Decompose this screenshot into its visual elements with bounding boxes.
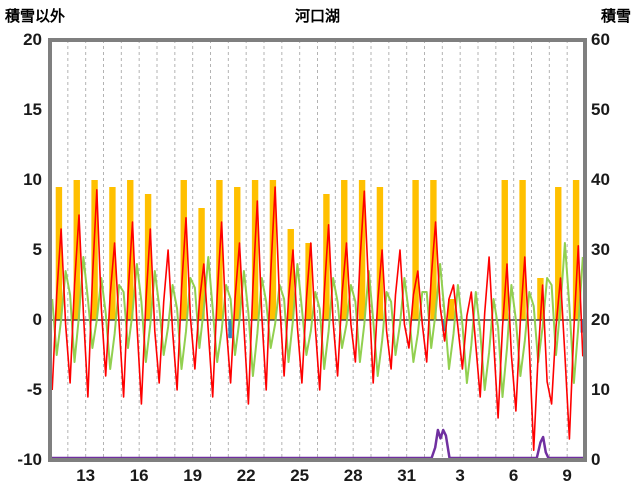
x-tick-label: 9 [562, 466, 572, 485]
green-line [51, 242, 584, 398]
y-right-tick-label: 60 [591, 30, 610, 49]
x-tick-label: 3 [455, 466, 465, 485]
y-left-tick-label: 20 [23, 30, 42, 49]
sunshine-bar [269, 180, 277, 320]
sunshine-bar [572, 180, 580, 320]
y-right-tick-label: 40 [591, 170, 610, 189]
plot-frame [48, 38, 587, 462]
y-left-tick-label: 5 [32, 240, 42, 259]
right-axis-title: 積雪 [600, 8, 631, 25]
sunshine-bar [341, 180, 348, 320]
page-title: 河口湖 [294, 8, 340, 25]
sunshine-bar [555, 187, 562, 320]
y-right-tick-label: 30 [591, 240, 610, 259]
y-right-tick-label: 10 [591, 380, 610, 399]
precip-bar [442, 320, 446, 332]
x-tick-label: 28 [343, 466, 363, 485]
precip-bar [228, 320, 232, 339]
left-axis-title: 積雪以外 [5, 8, 66, 25]
sunshine-bar [412, 180, 419, 320]
sunshine-bar [537, 278, 544, 320]
x-tick-label: 19 [183, 466, 203, 485]
sunshine-bar [305, 243, 312, 320]
y-left-tick-label: 0 [32, 310, 42, 329]
sunshine-bar [376, 187, 384, 320]
sunshine-bar [519, 180, 526, 320]
x-tick-label: 31 [397, 466, 417, 485]
red-line [51, 186, 584, 452]
sunshine-bar [448, 299, 455, 320]
x-tick-label: 16 [129, 466, 149, 485]
purple-line-snow [50, 428, 585, 460]
y-left-tick-label: -5 [26, 380, 42, 399]
y-right-tick-label: 50 [591, 100, 610, 119]
sunshine-bar [501, 180, 508, 320]
x-tick-label: 6 [508, 466, 519, 485]
x-tick-label: 13 [76, 466, 96, 485]
y-right-tick-label: 0 [591, 450, 601, 469]
y-left-tick-label: 10 [23, 170, 42, 189]
x-tick-label: 25 [290, 466, 310, 485]
sunshine-bar [358, 180, 366, 320]
sunshine-bar [109, 187, 116, 320]
y-right-tick-label: 20 [591, 310, 610, 329]
sunshine-bar [198, 208, 205, 320]
y-left-tick-label: 15 [23, 100, 42, 119]
sunshine-bar [234, 187, 241, 320]
x-tick-label: 22 [236, 466, 256, 485]
y-left-tick-label: -10 [17, 450, 42, 469]
